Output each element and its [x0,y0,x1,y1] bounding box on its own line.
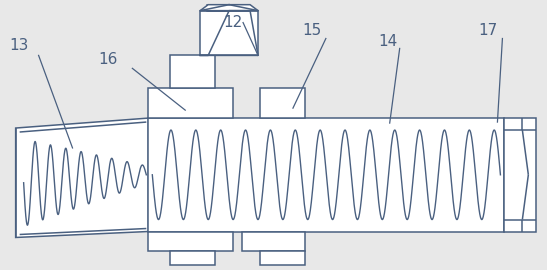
Bar [170,251,215,265]
Bar [148,88,233,118]
Bar [170,55,215,88]
Text: 16: 16 [98,52,118,68]
Bar [260,88,305,118]
Polygon shape [16,118,148,238]
Bar [200,11,258,55]
Bar [242,231,305,251]
Bar [148,118,504,231]
Polygon shape [200,5,258,11]
Text: 12: 12 [224,15,243,30]
Text: 17: 17 [478,23,497,38]
Bar [504,118,536,231]
Text: 14: 14 [378,33,397,49]
Bar [260,251,305,265]
Bar [148,231,233,251]
Polygon shape [207,5,229,11]
Text: 15: 15 [302,23,322,38]
Text: 13: 13 [9,39,28,53]
